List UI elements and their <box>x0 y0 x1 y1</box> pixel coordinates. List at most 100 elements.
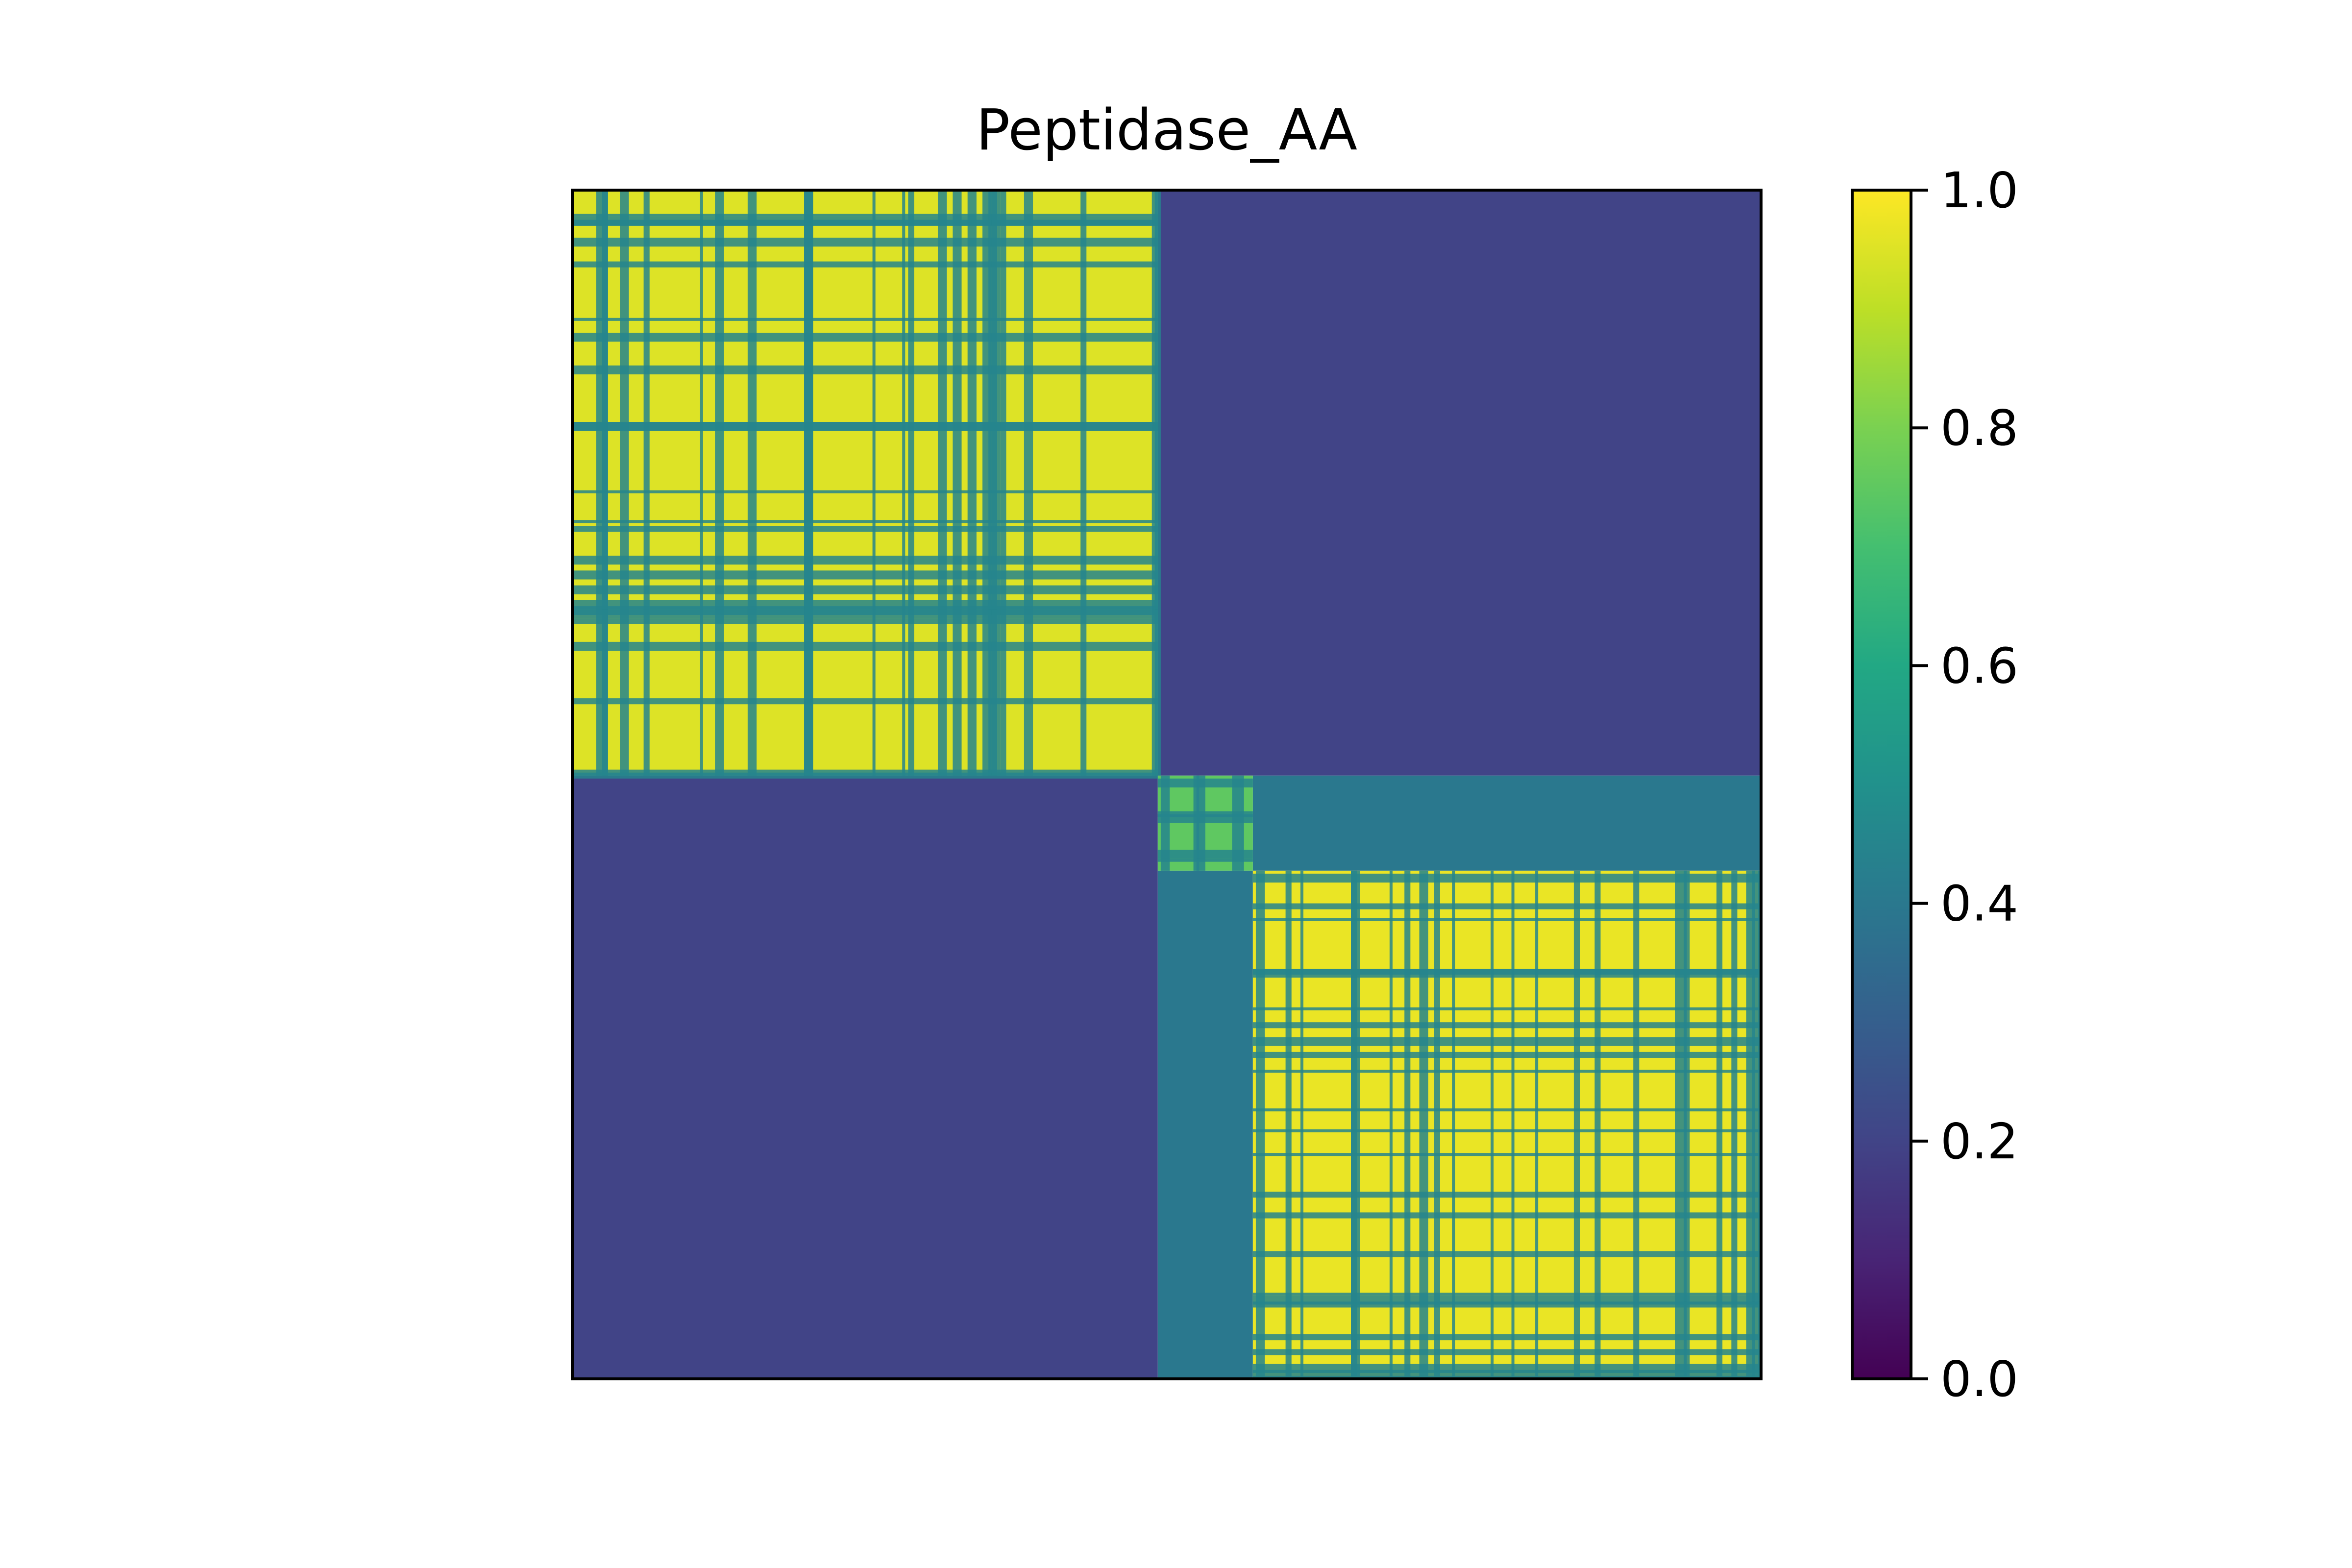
colorbar-gradient <box>1852 190 1911 1379</box>
cluster-1-row-stripe <box>572 333 1158 342</box>
cluster-3-col-stripe <box>1491 870 1494 1379</box>
cluster-3-col-stripe <box>1684 870 1690 1379</box>
cluster-1-col-stripe <box>997 190 1001 776</box>
cluster-3-row-stripe <box>1252 918 1761 921</box>
cluster-3-col-stripe <box>1511 870 1515 1379</box>
cluster-3-row-stripe <box>1252 1364 1761 1373</box>
cluster-3-row-stripe <box>1252 1007 1761 1010</box>
cluster-3-col-stripe <box>1300 870 1303 1379</box>
cluster-1-col-stripe <box>1000 190 1006 776</box>
cluster-3-col-stripe <box>1758 870 1761 1379</box>
cluster-3-col-stripe <box>1351 870 1360 1379</box>
cluster-2-row-stripe <box>1157 850 1253 859</box>
chart-title: Peptidase_AA <box>976 98 1357 163</box>
cluster-1-col-stripe <box>902 190 906 776</box>
heatmap-frame <box>571 189 1763 1380</box>
cluster-1-col-stripe <box>804 190 813 776</box>
cluster-1-col-stripe <box>747 190 757 776</box>
cluster-3-row-stripe <box>1252 1153 1761 1156</box>
cluster-3-row-stripe <box>1252 1191 1761 1198</box>
cluster-1-col-stripe <box>908 190 914 776</box>
cluster-2-col-stripe <box>1193 775 1200 871</box>
cluster-1-col-stripe <box>643 190 650 776</box>
cluster-3-row-stripe <box>1252 1037 1761 1046</box>
cluster-1-row-stripe <box>572 318 1158 321</box>
cluster-3-col-stripe <box>1389 870 1393 1379</box>
cluster-3-vs-2-block <box>1157 870 1253 1379</box>
cluster-3-row-stripe <box>1252 1293 1761 1296</box>
cluster-1-row-stripe <box>572 490 1158 493</box>
cluster-3-col-stripe <box>1716 870 1723 1379</box>
cluster-3-row-stripe <box>1252 1301 1761 1308</box>
cluster-1-block <box>572 190 1158 776</box>
cluster-1-col-stripe <box>715 190 724 776</box>
cluster-3-col-stripe <box>1419 870 1428 1379</box>
cluster-1-row-stripe <box>572 214 1158 217</box>
cluster-1-vs-rest-block <box>1157 190 1761 776</box>
cluster-3-row-stripe <box>1252 1212 1761 1219</box>
cluster-1-row-stripe <box>572 600 1158 610</box>
cluster-1-row-stripe <box>572 365 1158 375</box>
cluster-3-row-stripe <box>1252 1251 1761 1257</box>
cluster-1-row-stripe <box>572 261 1158 268</box>
heatmap-stripes <box>572 190 1761 1379</box>
cluster-1-col-stripe <box>596 190 599 776</box>
cluster-1-col-stripe <box>1154 190 1161 776</box>
cluster-3-row-stripe <box>1252 1129 1761 1132</box>
cluster-1-col-stripe <box>620 190 629 776</box>
cluster-3-col-stripe <box>1594 870 1601 1379</box>
cluster-3-col-stripe <box>1746 870 1755 1379</box>
cluster-3-col-stripe <box>1573 870 1580 1379</box>
cluster-1-col-stripe <box>937 190 947 776</box>
cluster-1-row-stripe <box>572 585 1158 594</box>
cluster-1-row-stripe <box>572 526 1158 532</box>
cluster-3-col-stripe <box>1452 870 1455 1379</box>
colorbar: 0.0 0.2 0.4 0.6 0.8 1.0 <box>1851 162 2018 1408</box>
heatmap-area <box>572 190 1761 1379</box>
colorbar-tick-label: 0.6 <box>1940 637 2018 694</box>
rest-vs-cluster-1-block <box>572 775 1158 1379</box>
cluster-2-vs-3-block <box>1252 775 1761 871</box>
cluster-2-col-stripe <box>1241 775 1244 871</box>
cluster-1-row-stripe <box>572 641 1158 651</box>
cluster-3-col-stripe <box>1675 870 1678 1379</box>
cluster-3-row-stripe <box>1252 969 1761 978</box>
cluster-1-col-stripe <box>953 190 962 776</box>
colorbar-ticks: 0.0 0.2 0.4 0.6 0.8 1.0 <box>1911 162 2018 1408</box>
cluster-1-row-stripe <box>572 618 1158 624</box>
cluster-1-row-stripe <box>572 615 1158 618</box>
cluster-1-row-stripe <box>572 570 1158 580</box>
cluster-1-row-stripe <box>572 555 1158 565</box>
cluster-3-row-stripe <box>1252 1052 1761 1058</box>
cluster-1-col-stripe <box>1024 190 1033 776</box>
cluster-1-row-stripe <box>572 772 1158 779</box>
cluster-2-row-stripe <box>1157 858 1253 862</box>
cluster-3-col-stripe <box>1434 870 1440 1379</box>
cluster-1-col-stripe <box>982 190 992 776</box>
cluster-3-row-stripe <box>1252 1375 1761 1379</box>
colorbar-tick-label: 0.8 <box>1940 399 2018 457</box>
cluster-3-row-stripe <box>1252 1070 1761 1073</box>
cluster-1-row-stripe <box>572 238 1158 247</box>
cluster-1-row-stripe <box>572 220 1158 226</box>
cluster-1-col-stripe <box>602 190 608 776</box>
cluster-2-row-stripe <box>1157 817 1253 823</box>
cluster-1-col-stripe <box>967 190 977 776</box>
cluster-1-col-stripe <box>872 190 876 776</box>
cluster-3-row-stripe <box>1252 1334 1761 1341</box>
colorbar-tick-label: 1.0 <box>1940 162 2018 219</box>
cluster-2-col-stripe <box>1232 775 1241 871</box>
cluster-1-row-stripe <box>572 422 1158 431</box>
cluster-3-col-stripe <box>1535 870 1539 1379</box>
colorbar-tick-label: 0.2 <box>1940 1113 2018 1170</box>
colorbar-tick-label: 0.4 <box>1940 875 2018 932</box>
colorbar-tick-label: 0.0 <box>1940 1350 2018 1408</box>
cluster-3-row-stripe <box>1252 1108 1761 1112</box>
cluster-1-col-stripe <box>700 190 703 776</box>
cluster-1-row-stripe <box>572 520 1158 523</box>
cluster-2-row-stripe <box>1157 811 1253 817</box>
colorbar-frame <box>1851 189 1912 1380</box>
cluster-1-row-stripe <box>572 698 1158 705</box>
cluster-1-col-stripe <box>1080 190 1087 776</box>
